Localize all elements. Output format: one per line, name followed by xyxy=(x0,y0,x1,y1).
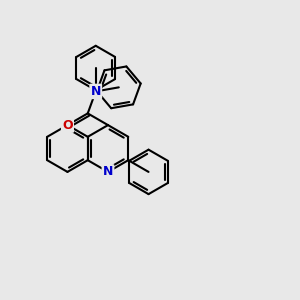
Text: O: O xyxy=(62,118,73,132)
Text: N: N xyxy=(103,165,113,178)
Text: N: N xyxy=(91,85,101,98)
